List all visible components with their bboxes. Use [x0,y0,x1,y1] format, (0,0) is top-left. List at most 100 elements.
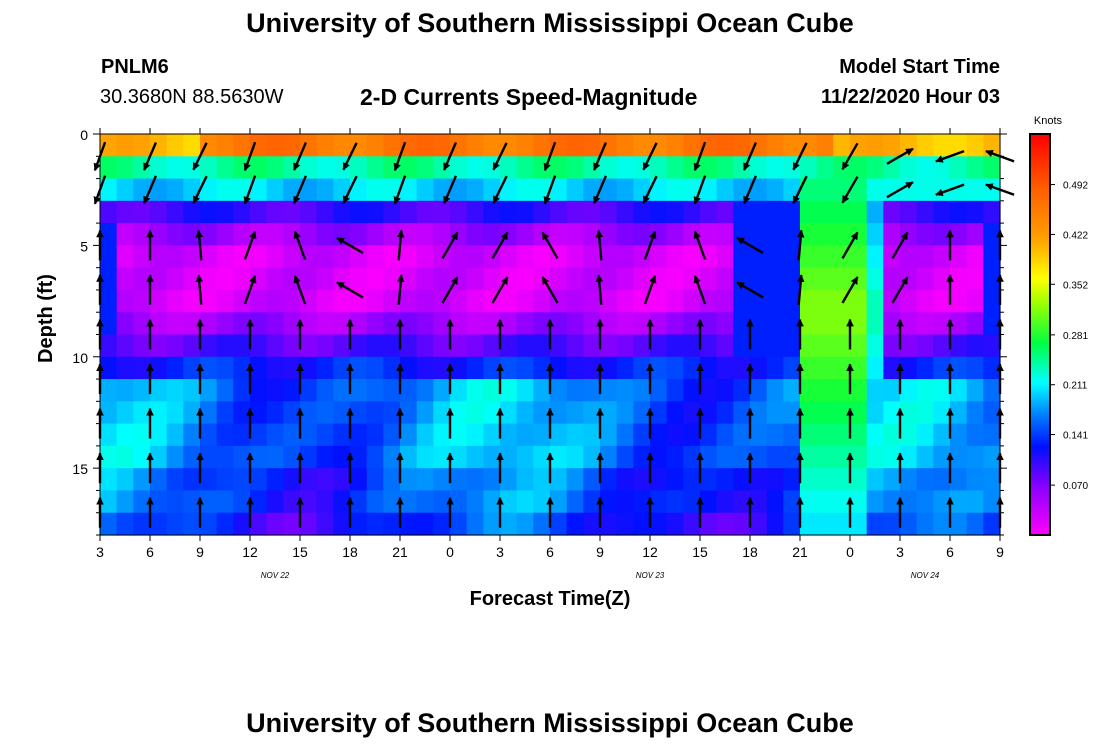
heatmap-cell [550,134,568,157]
heatmap-cell [650,156,668,180]
heatmap-cell [750,423,768,447]
heatmap-cell [716,134,734,157]
heatmap-cell [116,468,134,492]
current-vector-arrow [396,274,405,306]
heatmap-cell [216,134,234,157]
heatmap-cell [400,334,418,358]
heatmap-cell [350,312,368,336]
heatmap-cell [866,379,884,402]
current-vector-arrow [491,276,509,304]
heatmap-cell [883,200,901,224]
heatmap-cell [166,200,184,224]
x-date-label: NOV 23 [636,571,665,580]
heatmap-cell [200,223,218,246]
heatmap-cell [216,245,234,269]
heatmap-cell [566,223,584,246]
x-tick-label: 18 [342,544,358,560]
heatmap-cell [400,490,418,514]
heatmap-cell [700,223,718,246]
heatmap-cell [866,267,884,291]
heatmap-cell [150,178,168,202]
colorbar-tick-label: 0.070 [1063,481,1088,492]
heatmap-cell [816,200,834,224]
colorbar [1029,133,1051,536]
heatmap-cell [533,445,551,469]
x-axis-label: Forecast Time(Z) [470,588,631,610]
heatmap-cell [766,267,784,291]
heatmap-cell [500,423,518,447]
heatmap-cell [550,512,568,536]
heatmap-cell [266,156,284,180]
heatmap-cell [250,134,268,157]
heatmap-cell [283,423,301,447]
heatmap-cell [433,512,451,536]
heatmap-cell [983,267,1001,291]
heatmap-cell [833,379,851,402]
heatmap-cell [116,267,134,291]
heatmap-cell [966,200,984,224]
heatmap-cell [666,312,684,336]
heatmap-cell [383,178,401,202]
heatmap-cell [983,423,1001,447]
heatmap-cell [250,334,268,358]
heatmap-cell [400,401,418,425]
heatmap-cell [583,223,601,246]
heatmap-cell [166,312,184,336]
current-vector-arrow [891,231,909,259]
heatmap-cell [133,200,151,224]
heatmap-cell [333,245,351,269]
y-tick-label: 0 [80,127,88,143]
current-vector-arrow [643,230,657,260]
heatmap-cell [533,245,551,269]
heatmap-cell [166,334,184,358]
heatmap-cell [900,423,918,447]
heatmap-cell [666,289,684,313]
heatmap-cell [766,134,784,157]
heatmap-cell [366,223,384,246]
heatmap-cell [550,156,568,180]
heatmap-cell [216,289,234,313]
heatmap-cell [183,312,201,336]
heatmap-cell [933,401,951,425]
y-tick-label: 15 [72,461,88,477]
heatmap-cell [616,379,634,402]
heatmap-cell [666,156,684,180]
heatmap-cell [350,200,368,224]
heatmap-cell [200,312,218,336]
heatmap-cell [166,379,184,402]
heatmap-cell [300,134,318,157]
y-tick-label: 10 [72,350,88,366]
heatmap-cell [766,423,784,447]
heatmap-cell [916,468,934,492]
heatmap-cell [183,134,201,157]
heatmap-cell [233,334,251,358]
heatmap-cell [283,334,301,358]
heatmap-cell [650,379,668,402]
heatmap-cell [800,334,818,358]
heatmap-cell [966,445,984,469]
heatmap-cell [266,490,284,514]
heatmap-cell [700,267,718,291]
heatmap-cell [316,245,334,269]
heatmap-cell [266,356,284,380]
heatmap-cell [766,178,784,202]
heatmap-cell [850,156,868,180]
heatmap-cell [266,312,284,336]
heatmap-cell [733,512,751,536]
heatmap-cell [850,423,868,447]
current-vector-arrow [292,175,308,205]
heatmap-cell [366,178,384,202]
heatmap-cell [250,156,268,180]
heatmap-cell [316,356,334,380]
heatmap-cell [283,445,301,469]
heatmap-cell [233,223,251,246]
footer-title: University of Southern Mississippi Ocean… [246,708,854,738]
heatmap-cell [200,267,218,291]
heatmap-cell [516,223,534,246]
heatmap-cell [216,312,234,336]
heatmap-cell [133,356,151,380]
heatmap-cell [133,312,151,336]
heatmap-cell [383,334,401,358]
heatmap-cell [483,334,501,358]
heatmap-cell [766,156,784,180]
